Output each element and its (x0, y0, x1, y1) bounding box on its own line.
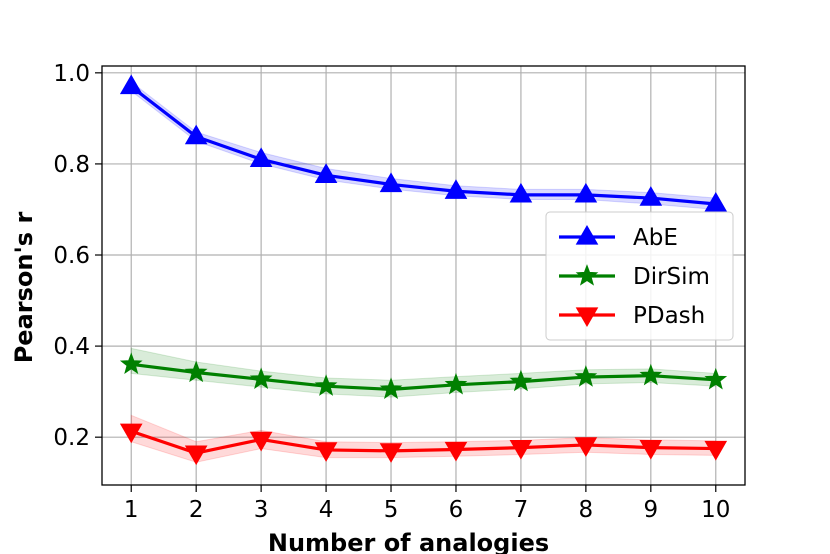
dirsim-marker (509, 369, 533, 392)
x-tick-label: 7 (514, 497, 529, 523)
dirsim-marker (184, 360, 208, 383)
series-markers (119, 74, 728, 466)
dirsim-line (131, 362, 716, 391)
y-tick-label: 0.6 (53, 243, 90, 269)
legend: AbE DirSim PDash (545, 211, 734, 341)
abe-marker (639, 186, 663, 206)
pdash-marker (184, 445, 208, 466)
legend-pdash-marker (575, 307, 599, 328)
x-tick-label: 10 (701, 497, 730, 523)
y-tick-label: 0.4 (53, 334, 90, 360)
confidence-bands (130, 80, 717, 463)
dirsim-marker (574, 365, 598, 387)
y-axis-title: Pearson's r (10, 212, 38, 364)
x-tick-label: 1 (124, 497, 139, 523)
pdash-marker (249, 431, 273, 452)
abe-marker (119, 74, 143, 95)
x-tick-label: 6 (449, 497, 464, 523)
abe-marker (509, 182, 533, 203)
axis-ticks: 1 2 3 4 5 6 7 8 9 10 0.2 0.4 0.6 0.8 1.0 (53, 61, 730, 523)
abe-marker (184, 124, 208, 145)
abe-marker (249, 147, 273, 168)
x-axis-title: Number of analogies (268, 529, 549, 554)
plot-frame (101, 65, 746, 486)
dirsim-marker (314, 374, 338, 396)
abe-marker (314, 163, 338, 183)
legend-abe-marker (575, 224, 599, 245)
legend-pdash-label: PDash (633, 303, 705, 329)
pdash-marker (704, 440, 728, 461)
pdash-line (130, 429, 716, 455)
dirsim-marker (639, 363, 663, 386)
x-tick-label: 4 (319, 497, 334, 523)
legend-dirsim-marker (575, 264, 599, 286)
pdash-marker (379, 443, 403, 463)
x-tick-label: 2 (189, 497, 204, 523)
abe-marker (704, 191, 728, 212)
abe-marker (574, 182, 598, 203)
pdash-marker (314, 442, 338, 462)
abe-line (130, 85, 716, 206)
x-tick-label: 8 (579, 497, 594, 523)
x-tick-label: 9 (644, 497, 659, 523)
legend-dirsim-label: DirSim (633, 264, 710, 290)
dirsim-marker (379, 377, 403, 400)
x-tick-label: 3 (254, 497, 269, 523)
y-tick-label: 0.2 (53, 425, 90, 451)
pdash-marker (509, 440, 533, 460)
pdash-band (130, 414, 717, 463)
pdash-marker (574, 437, 598, 457)
series-lines (130, 85, 716, 455)
pdash-marker (119, 423, 143, 444)
y-tick-label: 1.0 (53, 61, 90, 87)
dirsim-marker (704, 367, 728, 390)
y-tick-label: 0.8 (53, 152, 90, 178)
abe-marker (444, 179, 468, 199)
abe-marker (379, 172, 403, 193)
dirsim-band (130, 347, 717, 398)
dirsim-marker (249, 367, 273, 389)
pdash-marker (639, 440, 663, 460)
dirsim-marker (444, 372, 468, 395)
dirsim-marker (119, 352, 143, 374)
legend-abe-label: AbE (633, 225, 678, 251)
pdash-marker (444, 441, 468, 462)
x-tick-label: 5 (384, 497, 399, 523)
